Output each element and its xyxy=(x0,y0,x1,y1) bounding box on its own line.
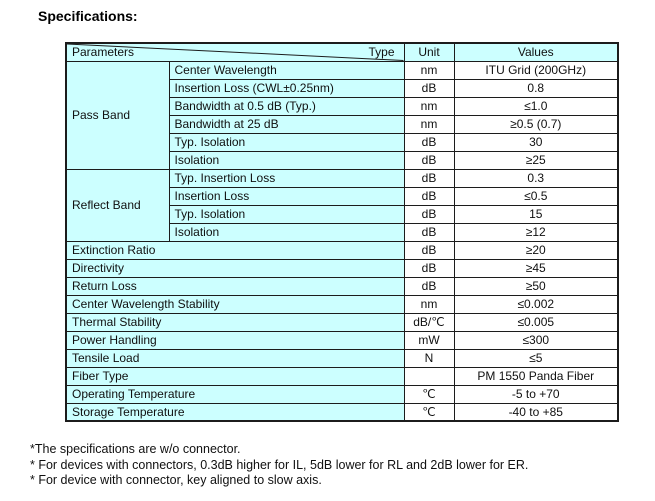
unit-cell: nm xyxy=(403,96,455,116)
param-cell: Directivity xyxy=(65,258,405,278)
value-cell: 30 xyxy=(453,132,619,152)
param-cell: Tensile Load xyxy=(65,348,405,368)
value-cell: ≥0.5 (0.7) xyxy=(453,114,619,134)
header-type-label: Type xyxy=(368,45,395,59)
value-cell: 0.3 xyxy=(453,168,619,188)
table-row: Typ. Isolation dB 30 xyxy=(66,132,619,152)
unit-cell xyxy=(403,366,455,386)
param-cell: Bandwidth at 25 dB xyxy=(168,114,405,134)
unit-cell: dB xyxy=(403,222,455,242)
value-cell: ≥25 xyxy=(453,150,619,170)
header-parameters-label: Parameters xyxy=(72,44,135,59)
value-cell: 0.8 xyxy=(453,78,619,98)
value-cell: ≥12 xyxy=(453,222,619,242)
param-cell: Center Wavelength Stability xyxy=(65,294,405,314)
table-row: Extinction Ratio dB ≥20 xyxy=(65,240,619,260)
header-unit-label: Unit xyxy=(403,42,455,62)
table-row: Fiber Type PM 1550 Panda Fiber xyxy=(65,366,619,386)
footnote-line: * For devices with connectors, 0.3dB hig… xyxy=(30,457,529,472)
param-cell: Thermal Stability xyxy=(65,312,405,332)
value-cell: ≥50 xyxy=(453,276,619,296)
table-row: Bandwidth at 0.5 dB (Typ.) nm ≤1.0 xyxy=(66,96,619,116)
diagonal-line xyxy=(67,44,404,61)
table-row: Pass Band Center Wavelength nm ITU Grid … xyxy=(65,60,619,170)
unit-cell: nm xyxy=(403,114,455,134)
param-cell: Typ. Isolation xyxy=(168,204,405,224)
value-cell: ≤0.002 xyxy=(453,294,619,314)
table-row: Bandwidth at 25 dB nm ≥0.5 (0.7) xyxy=(66,114,619,134)
value-cell: ≥45 xyxy=(453,258,619,278)
diagonal-header-cell: Type Parameters xyxy=(65,42,405,62)
value-cell: ≤300 xyxy=(453,330,619,350)
value-cell: -40 to +85 xyxy=(453,402,619,422)
value-cell: ≤5 xyxy=(453,348,619,368)
unit-cell: dB xyxy=(403,240,455,260)
unit-cell: dB/℃ xyxy=(403,312,455,332)
specifications-table: Type Parameters Unit Values Pass Band Ce… xyxy=(65,42,619,422)
unit-cell: dB xyxy=(403,168,455,188)
param-cell: Storage Temperature xyxy=(65,402,405,422)
table-row: Typ. Isolation dB 15 xyxy=(66,204,619,224)
table-row: Center Wavelength Stability nm ≤0.002 xyxy=(65,294,619,314)
param-cell: Typ. Insertion Loss xyxy=(168,168,405,188)
value-cell: PM 1550 Panda Fiber xyxy=(453,366,619,386)
header-values-label: Values xyxy=(453,42,619,62)
table-row: Operating Temperature ℃ -5 to +70 xyxy=(65,384,619,404)
unit-cell: nm xyxy=(403,294,455,314)
unit-cell: dB xyxy=(403,258,455,278)
table-row: Directivity dB ≥45 xyxy=(65,258,619,278)
unit-cell: dB xyxy=(403,186,455,206)
table-row: Reflect Band Typ. Insertion Loss dB 0.3 xyxy=(65,168,619,242)
param-cell: Fiber Type xyxy=(65,366,405,386)
table-row: Isolation dB ≥25 xyxy=(66,150,619,170)
table-row: Thermal Stability dB/℃ ≤0.005 xyxy=(65,312,619,332)
group-cell-reflect-band: Reflect Band xyxy=(65,168,170,242)
param-cell: Power Handling xyxy=(65,330,405,350)
footnote-line: *The specifications are w/o connector. xyxy=(30,442,241,456)
unit-cell: dB xyxy=(403,204,455,224)
footnotes: *The specifications are w/o connector. *… xyxy=(30,442,528,489)
param-cell: Insertion Loss xyxy=(168,186,405,206)
table-row: Insertion Loss (CWL±0.25nm) dB 0.8 xyxy=(66,78,619,98)
table-row: Storage Temperature ℃ -40 to +85 xyxy=(65,402,619,422)
unit-cell: N xyxy=(403,348,455,368)
param-cell: Return Loss xyxy=(65,276,405,296)
table-header-row: Type Parameters Unit Values xyxy=(65,42,619,62)
value-cell: ITU Grid (200GHz) xyxy=(453,60,619,80)
param-cell: Typ. Isolation xyxy=(168,132,405,152)
param-cell: Operating Temperature xyxy=(65,384,405,404)
param-cell: Bandwidth at 0.5 dB (Typ.) xyxy=(168,96,405,116)
value-cell: ≥20 xyxy=(453,240,619,260)
group-cell-pass-band: Pass Band xyxy=(65,60,170,170)
unit-cell: ℃ xyxy=(403,384,455,404)
param-cell: Isolation xyxy=(168,150,405,170)
param-cell: Extinction Ratio xyxy=(65,240,405,260)
value-cell: -5 to +70 xyxy=(453,384,619,404)
unit-cell: dB xyxy=(403,276,455,296)
footnote-line: * For device with connector, key aligned… xyxy=(30,473,322,487)
table-row: Isolation dB ≥12 xyxy=(66,222,619,242)
table-row: Tensile Load N ≤5 xyxy=(65,348,619,368)
param-cell: Center Wavelength xyxy=(168,60,405,80)
page-title: Specifications: xyxy=(38,8,138,24)
unit-cell: nm xyxy=(403,60,455,80)
unit-cell: mW xyxy=(403,330,455,350)
unit-cell: dB xyxy=(403,132,455,152)
unit-cell: dB xyxy=(403,150,455,170)
value-cell: ≤0.005 xyxy=(453,312,619,332)
unit-cell: ℃ xyxy=(403,402,455,422)
value-cell: ≤0.5 xyxy=(453,186,619,206)
table-row: Insertion Loss dB ≤0.5 xyxy=(66,186,619,206)
param-cell: Insertion Loss (CWL±0.25nm) xyxy=(168,78,405,98)
unit-cell: dB xyxy=(403,78,455,98)
table-row: Power Handling mW ≤300 xyxy=(65,330,619,350)
table-row: Return Loss dB ≥50 xyxy=(65,276,619,296)
param-cell: Isolation xyxy=(168,222,405,242)
value-cell: 15 xyxy=(453,204,619,224)
value-cell: ≤1.0 xyxy=(453,96,619,116)
